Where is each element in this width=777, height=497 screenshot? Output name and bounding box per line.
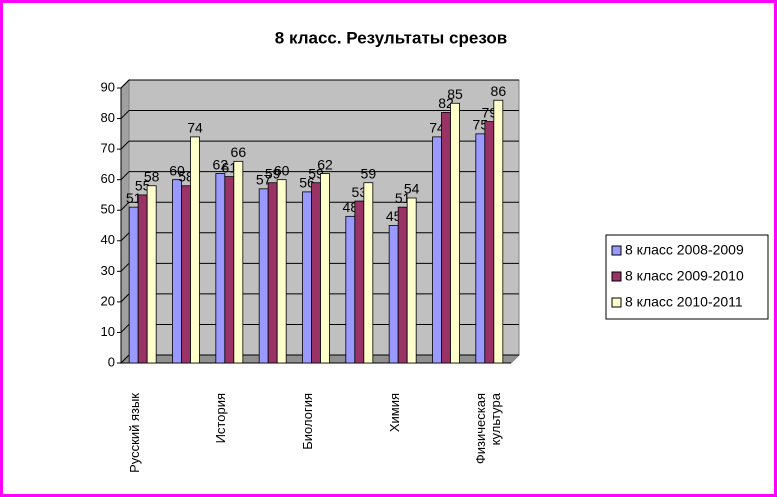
- grid-line: [120, 201, 130, 211]
- bar: [224, 176, 235, 364]
- data-label: 61: [222, 159, 238, 175]
- grid-line: [120, 171, 130, 181]
- y-tick-label: 90: [101, 79, 115, 94]
- bar: [267, 182, 278, 364]
- legend-box: [605, 234, 769, 320]
- bar: [233, 160, 244, 364]
- x-tick-label: Русский язык: [126, 393, 142, 473]
- bar: [441, 112, 451, 364]
- grid-line: [120, 232, 130, 242]
- data-label: 56: [299, 175, 315, 191]
- grid-line: [120, 354, 130, 364]
- bar: [388, 225, 399, 364]
- bar: [493, 99, 504, 364]
- y-tick-label: 30: [101, 263, 115, 278]
- bar: [128, 206, 139, 364]
- bar: [397, 206, 408, 364]
- bar: [484, 121, 495, 364]
- bar: [406, 197, 417, 364]
- data-label: 58: [144, 168, 160, 184]
- x-tick-label: Биология: [300, 393, 315, 450]
- y-tick-label: 10: [101, 324, 115, 339]
- data-label: 86: [491, 83, 507, 99]
- bar: [181, 185, 191, 364]
- grid-line: [120, 293, 130, 303]
- data-label: 57: [256, 172, 272, 188]
- bar: [137, 194, 148, 364]
- data-label: 85: [447, 86, 463, 102]
- y-tick-label: 40: [101, 232, 115, 247]
- data-label: 59: [265, 165, 281, 181]
- data-label: 59: [308, 165, 324, 181]
- y-tick-label: 70: [101, 141, 115, 156]
- bar: [354, 200, 365, 364]
- bar: [190, 136, 200, 364]
- data-label: 82: [438, 95, 454, 111]
- data-label: 59: [361, 165, 377, 181]
- data-label: 66: [231, 144, 247, 160]
- y-tick-label: 60: [101, 171, 115, 186]
- data-label: 54: [404, 181, 420, 197]
- bar: [363, 182, 374, 364]
- data-label: 45: [386, 208, 402, 224]
- data-label: 58: [178, 168, 194, 184]
- data-label: 60: [274, 162, 290, 178]
- data-label: 60: [169, 162, 185, 178]
- bar: [172, 179, 182, 364]
- legend-label: 8 класс 2010-2011: [625, 294, 743, 310]
- data-label: 51: [126, 190, 142, 206]
- x-tick-label: История: [213, 393, 229, 444]
- y-tick-label: 0: [108, 354, 115, 369]
- x-tick-label: Физическая культура: [473, 393, 504, 465]
- grid-line: [120, 110, 130, 119]
- bar: [432, 136, 442, 364]
- chart-title: 8 класс. Результаты срезов: [275, 28, 507, 47]
- side-wall: [120, 78, 130, 365]
- bar: [450, 102, 460, 364]
- data-label: 48: [343, 199, 359, 215]
- bar: [320, 173, 330, 364]
- bar: [345, 215, 356, 364]
- data-label: 51: [395, 190, 411, 206]
- data-label: 74: [187, 120, 203, 136]
- x-tick-label: Химия: [386, 393, 402, 433]
- legend-swatch: [611, 297, 622, 308]
- legend-swatch: [611, 245, 622, 256]
- bar: [475, 133, 486, 364]
- data-label: 62: [317, 156, 333, 172]
- data-label: 55: [135, 178, 151, 194]
- bar: [215, 173, 226, 364]
- bar: [276, 179, 287, 364]
- chart: 8 класс. Результаты срезов 0 10 20 30 40 50 60…: [101, 28, 769, 369]
- legend-label: 8 класс 2009-2010: [625, 268, 744, 284]
- data-label: 53: [352, 184, 368, 200]
- y-tick-label: 20: [101, 293, 115, 308]
- data-label: 75: [473, 117, 489, 133]
- bar: [311, 182, 321, 364]
- grid-line: [120, 79, 130, 89]
- legend-swatch: [611, 271, 622, 282]
- bar: [302, 191, 312, 364]
- data-label: 62: [213, 156, 229, 172]
- y-tick-label: 50: [101, 202, 115, 217]
- bar: [258, 188, 269, 364]
- y-tick-label: 80: [101, 110, 115, 125]
- grid-line: [120, 262, 130, 272]
- bar: [146, 185, 157, 364]
- grid-line: [120, 140, 130, 150]
- legend-label: 8 класс 2008-2009: [625, 242, 744, 258]
- data-label: 74: [429, 120, 445, 136]
- grid-line: [120, 324, 130, 333]
- data-label: 79: [482, 104, 498, 120]
